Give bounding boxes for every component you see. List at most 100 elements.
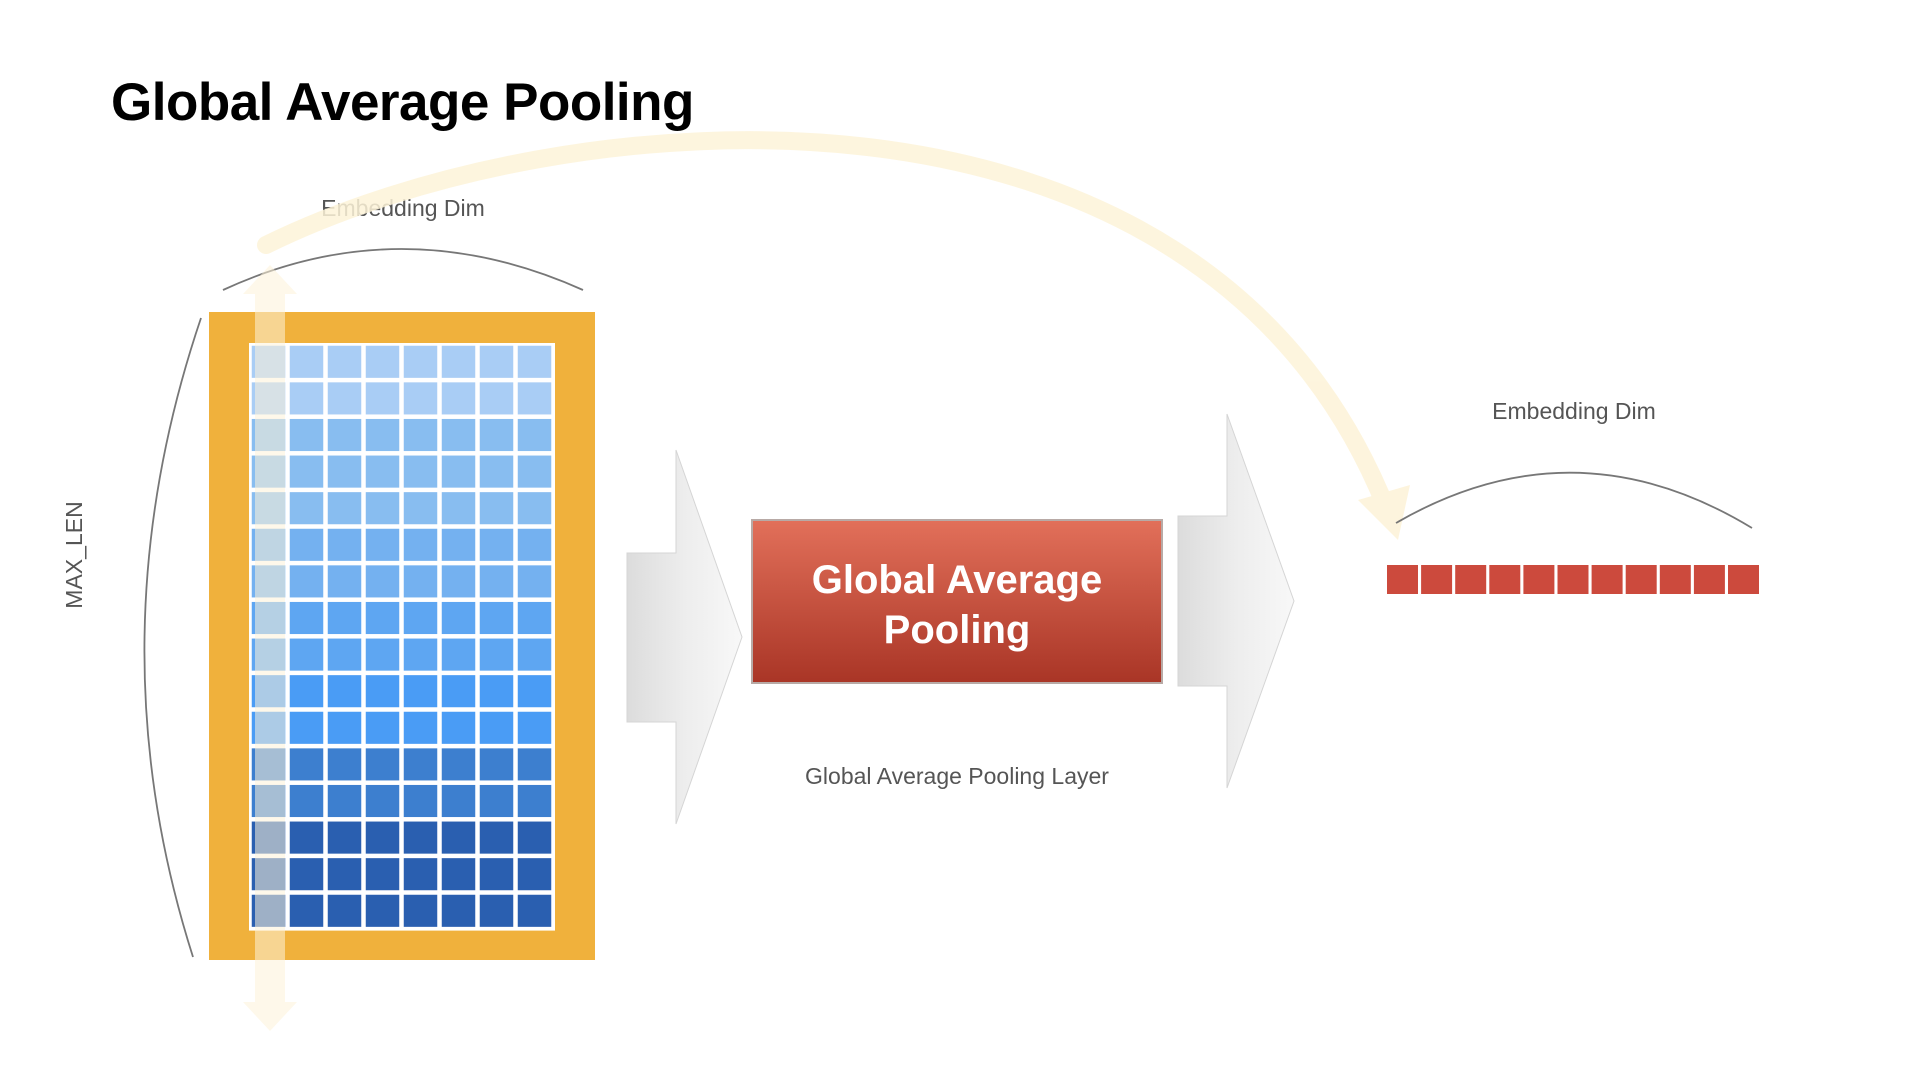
input-cell xyxy=(288,893,325,929)
input-cell xyxy=(402,454,439,490)
input-cell xyxy=(402,490,439,526)
input-cell xyxy=(516,710,553,746)
input-cell xyxy=(440,527,477,563)
input-cell xyxy=(440,673,477,709)
input-cell xyxy=(288,783,325,819)
input-cell xyxy=(364,710,401,746)
pooling-layer-line2: Pooling xyxy=(884,608,1031,652)
input-cell xyxy=(402,380,439,416)
input-cell xyxy=(516,600,553,636)
input-cell xyxy=(516,380,553,416)
input-cell xyxy=(402,673,439,709)
input-cell xyxy=(288,380,325,416)
input-cell xyxy=(288,820,325,856)
input-cell xyxy=(478,710,515,746)
input-cell xyxy=(402,344,439,380)
input-cell xyxy=(402,600,439,636)
input-cell xyxy=(440,490,477,526)
input-cell xyxy=(326,637,363,673)
input-cell xyxy=(288,563,325,599)
output-cell xyxy=(1659,565,1691,594)
input-cell xyxy=(288,417,325,453)
output-cell xyxy=(1591,565,1623,594)
flow-arrow-input-to-layer xyxy=(626,449,743,825)
input-cell xyxy=(364,454,401,490)
input-cell xyxy=(364,746,401,782)
input-cell xyxy=(440,856,477,892)
input-cell xyxy=(440,746,477,782)
pooling-layer-box xyxy=(751,519,1163,684)
input-cell xyxy=(516,563,553,599)
input-cell xyxy=(478,820,515,856)
input-cell xyxy=(402,637,439,673)
output-cell xyxy=(1728,565,1759,594)
input-cell xyxy=(516,344,553,380)
input-cell xyxy=(440,783,477,819)
flow-arrow-layer-to-output xyxy=(1177,413,1295,789)
input-cell xyxy=(364,820,401,856)
input-cell xyxy=(478,344,515,380)
input-cell xyxy=(516,746,553,782)
input-cell xyxy=(326,820,363,856)
input-cell xyxy=(364,490,401,526)
input-cell xyxy=(440,893,477,929)
input-cell xyxy=(440,344,477,380)
output-cell xyxy=(1489,565,1521,594)
input-cell xyxy=(288,746,325,782)
input-cell xyxy=(516,417,553,453)
input-cell xyxy=(516,820,553,856)
input-cell xyxy=(478,673,515,709)
input-cell xyxy=(440,600,477,636)
input-cell xyxy=(402,783,439,819)
input-cell xyxy=(326,856,363,892)
input-cell xyxy=(326,710,363,746)
input-cell xyxy=(364,417,401,453)
input-cell xyxy=(288,490,325,526)
input-cell xyxy=(326,454,363,490)
input-cell xyxy=(326,527,363,563)
input-height-bracket xyxy=(143,317,202,958)
input-cell xyxy=(288,527,325,563)
input-cell xyxy=(440,380,477,416)
input-cell xyxy=(326,783,363,819)
input-cell xyxy=(326,673,363,709)
input-cell xyxy=(478,893,515,929)
input-cell xyxy=(326,893,363,929)
input-cell xyxy=(516,490,553,526)
output-cell xyxy=(1557,565,1589,594)
input-cell xyxy=(402,893,439,929)
input-cell xyxy=(478,490,515,526)
input-cell xyxy=(516,783,553,819)
input-cell xyxy=(326,600,363,636)
input-cell xyxy=(326,344,363,380)
input-cell xyxy=(288,710,325,746)
output-vector xyxy=(1387,565,1759,594)
input-cell xyxy=(478,417,515,453)
input-cell xyxy=(364,783,401,819)
input-cell xyxy=(364,527,401,563)
input-cell xyxy=(516,527,553,563)
input-cell xyxy=(364,344,401,380)
input-cell xyxy=(364,380,401,416)
input-cell xyxy=(440,820,477,856)
input-cell xyxy=(516,673,553,709)
input-cell xyxy=(402,746,439,782)
input-cell xyxy=(402,417,439,453)
input-cell xyxy=(478,454,515,490)
input-cell xyxy=(364,673,401,709)
output-cell xyxy=(1387,565,1418,594)
input-cell xyxy=(288,673,325,709)
input-cell xyxy=(364,893,401,929)
output-mapping-arrow xyxy=(257,131,1410,540)
input-cell xyxy=(478,746,515,782)
input-cell xyxy=(288,637,325,673)
input-cell xyxy=(478,380,515,416)
input-cell xyxy=(402,563,439,599)
input-cell xyxy=(364,600,401,636)
output-cell xyxy=(1455,565,1487,594)
input-cell xyxy=(478,783,515,819)
input-cell xyxy=(478,856,515,892)
output-width-bracket xyxy=(1395,471,1753,529)
input-cell xyxy=(326,380,363,416)
